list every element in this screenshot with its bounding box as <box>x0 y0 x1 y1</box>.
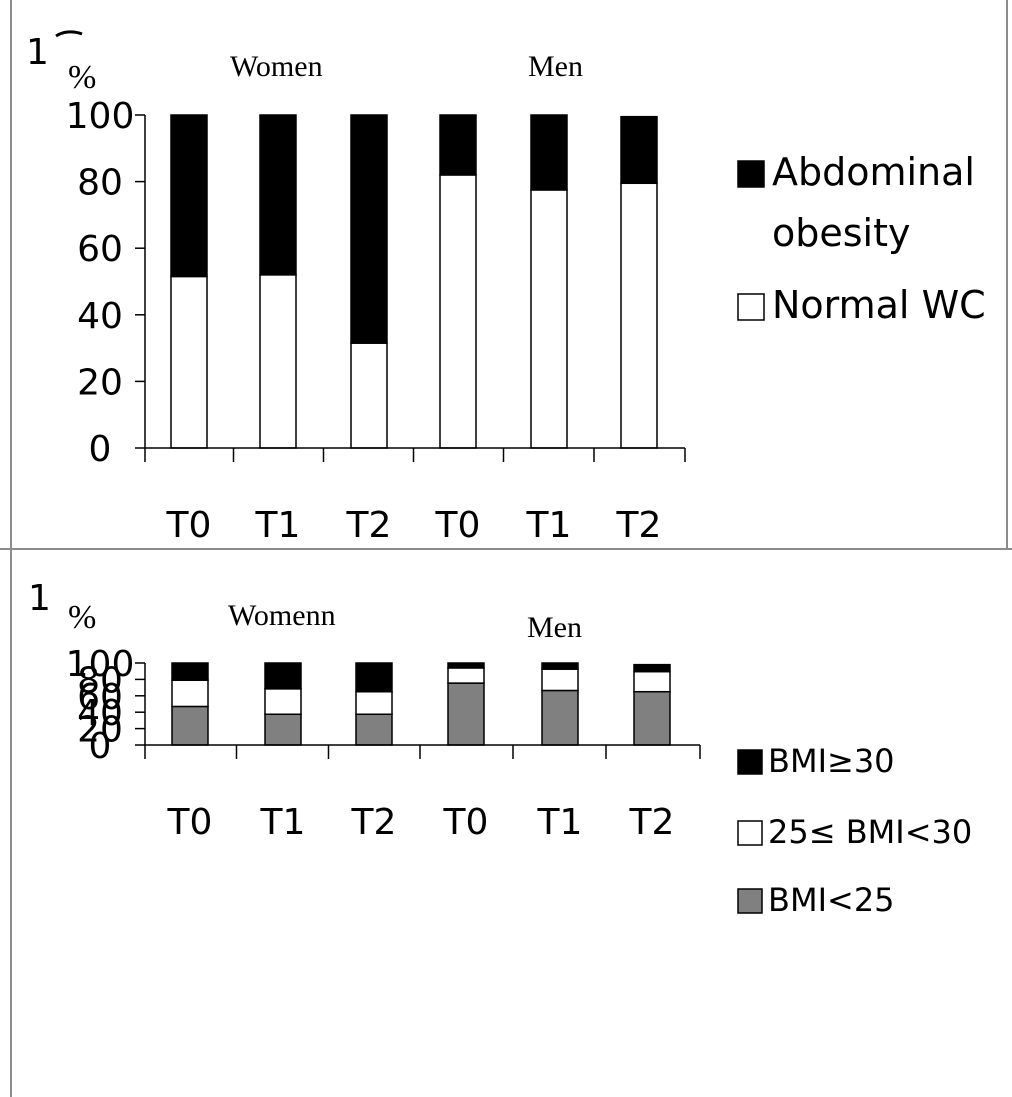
axes <box>144 663 701 759</box>
legend-label: BMI≥30 <box>768 742 895 780</box>
bar-segment <box>541 662 579 670</box>
bar-segment <box>171 662 209 681</box>
bar-segment <box>541 668 579 692</box>
legend-swatch <box>737 820 763 846</box>
bar-segment <box>439 174 477 449</box>
x-axis-labels: T0 T1 T2 T0 T1 T2 <box>167 802 675 843</box>
bar-segment <box>171 679 209 708</box>
y-tick-label: 0 <box>89 429 112 470</box>
unit-label: % <box>68 59 96 96</box>
bar-segment <box>633 690 671 746</box>
bar-segment <box>530 114 568 191</box>
y-tick-label: 100 <box>66 96 135 137</box>
legend-label: Normal WC <box>772 283 986 327</box>
bar-segment <box>170 275 208 449</box>
y-tick-label: 20 <box>77 710 123 751</box>
x-tick-label: T1 <box>526 505 572 546</box>
legend: BMI≥30 25≤ BMI<30 BMI<25 <box>737 742 972 919</box>
y-tick-label: 20 <box>77 362 123 403</box>
y-tick-label: 40 <box>77 693 123 734</box>
x-tick-label: T1 <box>260 802 306 843</box>
bar-segment <box>259 274 297 449</box>
x-tick-label: T0 <box>443 802 489 843</box>
bar-segment <box>541 689 579 746</box>
bar-segment <box>350 114 388 344</box>
y-tick-label: 100 <box>66 644 135 685</box>
x-tick-label: T1 <box>255 505 301 546</box>
bar-segment <box>264 662 302 690</box>
bar-segment <box>171 705 209 746</box>
bar-segment <box>530 189 568 449</box>
bars <box>170 114 658 449</box>
bar-segment <box>633 670 671 693</box>
clipped-top-label: 1 <box>28 578 51 619</box>
group-label-women: Women <box>230 50 323 83</box>
x-tick-label: T2 <box>351 802 397 843</box>
bar-segment <box>355 690 393 716</box>
bar-segment <box>350 342 388 449</box>
y-tick-label: 80 <box>77 163 123 204</box>
legend-label: obesity <box>772 211 911 255</box>
axes <box>144 115 686 462</box>
x-tick-label: T2 <box>346 505 392 546</box>
bar-segment <box>447 682 485 746</box>
group-label-men: Men <box>528 50 583 83</box>
bar-segment <box>447 662 485 669</box>
unit-label: % <box>68 599 96 636</box>
y-tick-label: 60 <box>77 677 123 718</box>
clipped-label-tail <box>55 30 83 38</box>
bar-segment <box>439 114 477 176</box>
x-tick-label: T0 <box>435 505 481 546</box>
group-label-men: Men <box>527 611 582 644</box>
bar-segment <box>620 182 658 449</box>
bars <box>171 662 671 746</box>
y-tick-label: 60 <box>77 229 123 270</box>
y-tick-label: 80 <box>77 660 123 701</box>
group-label-women: Womenn <box>228 599 336 632</box>
clipped-top-label: 1 <box>26 32 49 73</box>
x-axis-labels: T0 T1 T2 T0 T1 T2 <box>166 505 662 546</box>
y-tick-label: 40 <box>77 296 123 337</box>
legend-swatch <box>737 888 763 914</box>
legend: Abdominal obesity Normal WC <box>737 150 986 327</box>
bar-segment <box>264 713 302 746</box>
bar-segment <box>620 115 658 185</box>
legend-swatch <box>737 160 765 188</box>
x-tick-label: T1 <box>537 802 583 843</box>
x-tick-label: T2 <box>616 505 662 546</box>
legend-label: Abdominal <box>772 150 975 194</box>
legend-label: BMI<25 <box>768 881 895 919</box>
bar-segment <box>355 713 393 746</box>
bar-segment <box>170 114 208 278</box>
y-axis-ticks: 0 20 40 60 80 100 <box>66 96 145 470</box>
y-tick-label: 0 <box>89 726 112 767</box>
x-tick-label: T0 <box>166 505 212 546</box>
bar-segment <box>259 114 297 276</box>
legend-label: 25≤ BMI<30 <box>768 813 972 851</box>
bar-segment <box>633 663 671 673</box>
x-tick-label: T2 <box>629 802 675 843</box>
legend-swatch <box>737 293 765 321</box>
legend-swatch <box>737 749 763 775</box>
bar-segment <box>355 662 393 693</box>
x-tick-label: T0 <box>167 802 213 843</box>
bar-segment <box>447 667 485 684</box>
bar-segment <box>264 688 302 716</box>
